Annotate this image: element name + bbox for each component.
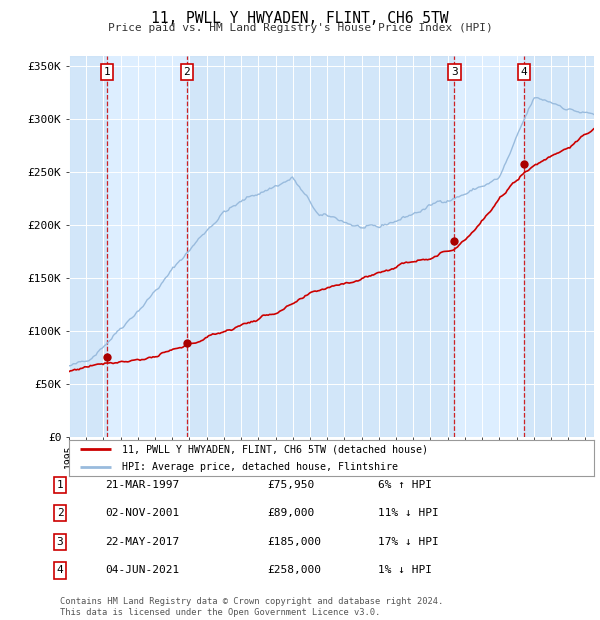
Text: 6% ↑ HPI: 6% ↑ HPI: [378, 480, 432, 490]
Text: 1% ↓ HPI: 1% ↓ HPI: [378, 565, 432, 575]
Text: 3: 3: [56, 537, 64, 547]
Text: £75,950: £75,950: [267, 480, 314, 490]
Text: 3: 3: [451, 67, 458, 78]
Bar: [69, 56, 107, 437]
Bar: [187, 56, 454, 437]
Text: 17% ↓ HPI: 17% ↓ HPI: [378, 537, 439, 547]
Text: £185,000: £185,000: [267, 537, 321, 547]
Text: 1: 1: [56, 480, 64, 490]
Bar: [524, 56, 594, 437]
Text: 11, PWLL Y HWYADEN, FLINT, CH6 5TW (detached house): 11, PWLL Y HWYADEN, FLINT, CH6 5TW (deta…: [121, 444, 427, 454]
Text: 11% ↓ HPI: 11% ↓ HPI: [378, 508, 439, 518]
Text: 22-MAY-2017: 22-MAY-2017: [105, 537, 179, 547]
Text: £258,000: £258,000: [267, 565, 321, 575]
Text: 4: 4: [56, 565, 64, 575]
Text: £89,000: £89,000: [267, 508, 314, 518]
Text: 2: 2: [184, 67, 190, 78]
Text: 2: 2: [56, 508, 64, 518]
Text: 04-JUN-2021: 04-JUN-2021: [105, 565, 179, 575]
Text: 11, PWLL Y HWYADEN, FLINT, CH6 5TW: 11, PWLL Y HWYADEN, FLINT, CH6 5TW: [151, 11, 449, 25]
Text: Contains HM Land Registry data © Crown copyright and database right 2024.
This d: Contains HM Land Registry data © Crown c…: [60, 598, 443, 617]
Text: 21-MAR-1997: 21-MAR-1997: [105, 480, 179, 490]
Text: Price paid vs. HM Land Registry's House Price Index (HPI): Price paid vs. HM Land Registry's House …: [107, 23, 493, 33]
Text: 02-NOV-2001: 02-NOV-2001: [105, 508, 179, 518]
Text: 1: 1: [104, 67, 110, 78]
Text: HPI: Average price, detached house, Flintshire: HPI: Average price, detached house, Flin…: [121, 462, 398, 472]
Text: 4: 4: [520, 67, 527, 78]
